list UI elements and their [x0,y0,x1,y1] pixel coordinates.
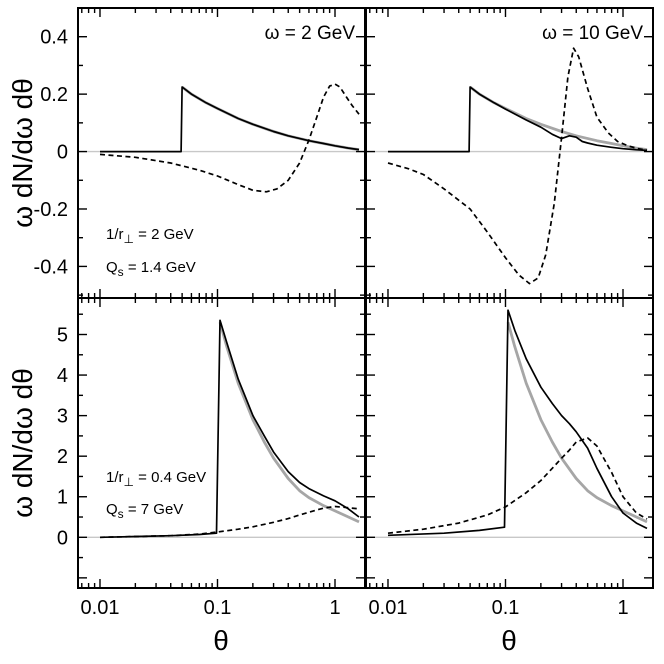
series-line-solid [388,86,648,153]
panel-frame [77,7,366,299]
x-axis-title-right: θ [501,625,517,656]
x-tick-label: 0.01 [369,597,408,619]
annotation: 1/r⊥ = 0.4 GeV [106,469,206,489]
series-group [99,83,360,193]
annotation-base: Q [106,259,118,276]
panel-top-right: ω = 10 GeV [365,7,654,299]
y-axis-title-bottom: ω dN/dω dθ [7,368,38,518]
y-tick-label: 0 [57,142,68,164]
series-line-dashed [99,505,360,539]
annotation-value: = 1.4 GeV [124,259,196,276]
x-tick-label: 1 [329,597,340,619]
x-tick-label: 0.1 [204,597,232,619]
series-group [387,309,648,537]
annotation-subscript: s [118,507,124,521]
series-line-gray [218,321,360,524]
annotation-base: 1/r [106,226,124,243]
x-tick-label: 0.01 [81,597,120,619]
panel-bottom-right: 0.01 0.1 1 [365,297,654,619]
series-line-solid [387,309,648,537]
y-tick-label: 0.4 [40,27,68,49]
series-group [387,47,648,285]
series-line-dashed [387,47,648,285]
panel-bottom-left: 0.01 0.1 1 0 1 2 3 4 5 1/r⊥ = 0.4 GeV Qs = 7 GeV [57,297,366,619]
series-group [99,319,360,539]
x-tick-label: 1 [617,597,628,619]
panel-frame [77,297,366,589]
y-tick-label: 1 [57,487,68,509]
panel-title: ω = 2 GeV [265,23,356,44]
panel-frame [365,7,654,299]
y-tick-label: 0 [57,527,68,549]
annotation-base: Q [106,501,118,518]
series-line-gray [506,321,648,524]
y-tick-label: 0.2 [40,84,68,106]
annotation: Qs = 7 GeV [106,501,183,521]
y-tick-label: 4 [57,365,68,387]
annotation: Qs = 1.4 GeV [106,259,196,279]
annotation-subscript: s [118,265,124,279]
annotation: 1/r⊥ = 2 GeV [106,226,194,246]
annotation-value: = 2 GeV [134,226,194,243]
annotation-value: = 0.4 GeV [134,469,206,486]
y-tick-label: -0.4 [34,256,68,278]
series-line-dashed [387,437,648,535]
series-line-dashed [99,83,360,193]
series-line-gray [181,85,360,151]
annotation-subscript: ⊥ [124,232,134,246]
y-tick-label: 2 [57,446,68,468]
annotation-base: 1/r [106,469,124,486]
series-line-gray [469,85,648,151]
y-tick-label: -0.2 [34,199,68,221]
series-line-solid [100,86,360,153]
annotation-value: = 7 GeV [124,501,184,518]
annotation-subscript: ⊥ [124,475,134,489]
y-axis-title-top: ω dN/dω dθ [7,78,38,228]
panel-frame [365,297,654,589]
x-axis-title-left: θ [213,625,229,656]
panel-top-left: -0.4 -0.2 0 0.2 0.4 ω = 2 GeV 1/r⊥ = 2 GeV Qs =… [34,7,366,299]
y-tick-label: 3 [57,406,68,428]
y-tick-label: 5 [57,325,68,347]
x-tick-label: 0.1 [492,597,520,619]
panel-title: ω = 10 GeV [542,23,643,44]
